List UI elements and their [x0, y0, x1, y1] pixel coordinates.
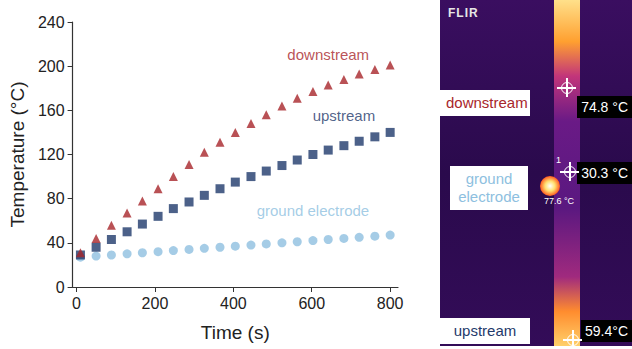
svg-text:upstream: upstream: [313, 107, 376, 124]
svg-text:Time (s): Time (s): [201, 322, 270, 343]
html-text:30.3 °C: 30.3 °C: [581, 165, 628, 181]
html-text:ground electrode: ground electrode: [458, 170, 520, 205]
html-text:1: 1: [556, 155, 561, 165]
svg-text:160: 160: [38, 102, 65, 119]
html-text:upstream: upstream: [453, 322, 517, 339]
svg-text:120: 120: [38, 146, 65, 163]
html-text:59.4°C: 59.4°C: [585, 323, 628, 339]
svg-text:200: 200: [38, 58, 65, 75]
html-text:74.8 °C: 74.8 °C: [581, 99, 628, 115]
svg-text:40: 40: [47, 234, 65, 251]
svg-text:ground electrode: ground electrode: [257, 202, 370, 219]
svg-text:0: 0: [56, 279, 65, 296]
svg-text:400: 400: [220, 295, 247, 312]
svg-text:80: 80: [47, 190, 65, 207]
svg-text:240: 240: [38, 14, 65, 31]
svg-text:0: 0: [72, 295, 81, 312]
svg-text:downstream: downstream: [287, 46, 369, 63]
svg-text:Temperature (°C): Temperature (°C): [7, 82, 28, 228]
html-text:77.6 °C: 77.6 °C: [544, 196, 575, 206]
svg-text:600: 600: [298, 295, 325, 312]
svg-text:200: 200: [142, 295, 169, 312]
html-text:FLIR: FLIR: [448, 6, 479, 20]
svg-text:800: 800: [377, 295, 404, 312]
html-text:downstream: downstream: [446, 94, 528, 111]
